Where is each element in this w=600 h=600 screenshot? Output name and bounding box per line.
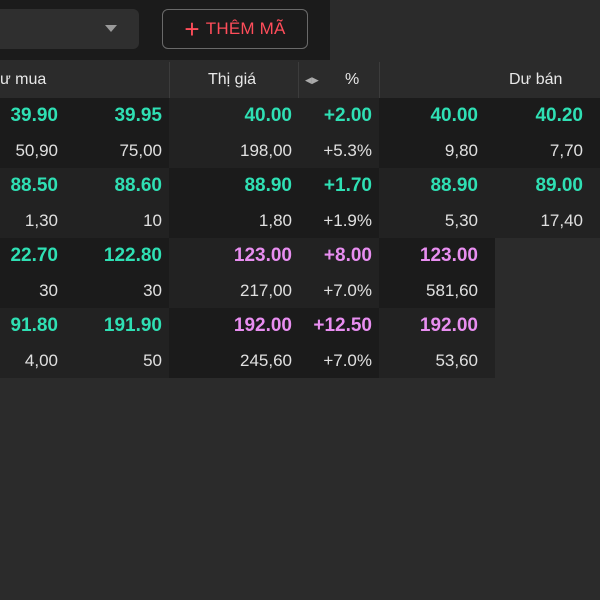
b2-price: 22.70 (10, 245, 58, 266)
s1-vol: 5,30 (444, 211, 478, 230)
s1-price: 192.00 (419, 315, 478, 336)
row-background (0, 238, 169, 308)
add-symbol-label: THÊM MÃ (205, 19, 286, 38)
match-price: 123.00 (233, 245, 292, 266)
s1-price: 40.00 (430, 105, 478, 126)
table-row[interactable]: 39.90 50,90 39.95 75,00 40.00 198,00 +2.00 +5.3… (0, 98, 600, 168)
s1-vol: 53,60 (435, 351, 478, 370)
b1-vol: 30 (143, 281, 162, 300)
s2-vol: 17,40 (540, 211, 583, 230)
match-vol: 198,00 (240, 141, 292, 160)
change-pct: +7.0% (323, 281, 372, 300)
table-row[interactable]: 88.50 1,30 88.60 10 88.90 1,80 +1.70 +1.9% 88.90… (0, 168, 600, 238)
row-background (379, 238, 495, 308)
b2-vol: 4,00 (24, 351, 58, 370)
row-background (169, 98, 379, 168)
change-pct: +7.0% (323, 351, 372, 370)
match-vol: 245,60 (240, 351, 292, 370)
row-background (169, 238, 379, 308)
b1-price: 191.90 (103, 315, 162, 336)
header-price: Thị giá (208, 71, 257, 88)
row-background (169, 168, 379, 238)
match-vol: 1,80 (258, 211, 292, 230)
plus-icon: + (184, 14, 200, 44)
row-background (379, 168, 600, 238)
change-value: +2.00 (323, 105, 372, 126)
row-background (0, 168, 169, 238)
row-background (0, 98, 169, 168)
row-background (379, 308, 495, 378)
b1-price: 39.95 (114, 105, 162, 126)
top-toolbar: + THÊM MÃ (0, 0, 330, 60)
row-background (379, 98, 600, 168)
s1-vol: 9,80 (444, 141, 478, 160)
add-symbol-button[interactable]: + THÊM MÃ (162, 9, 308, 49)
b2-price: 39.90 (10, 105, 58, 126)
column-divider (169, 62, 170, 98)
change-value: +12.50 (313, 315, 372, 336)
row-background (169, 308, 379, 378)
table-header: ư mua Thị giá % Dư bán (0, 62, 600, 98)
b2-price: 91.80 (10, 315, 58, 336)
s2-price: 40.20 (535, 105, 583, 126)
match-vol: 217,00 (240, 281, 292, 300)
b1-vol: 50 (143, 351, 162, 370)
s1-price: 123.00 (419, 245, 478, 266)
b2-price: 88.50 (10, 175, 58, 196)
b1-vol: 10 (143, 211, 162, 230)
change-value: +1.70 (323, 175, 372, 196)
match-price: 192.00 (233, 315, 292, 336)
b1-price: 122.80 (103, 245, 162, 266)
s2-price: 89.00 (535, 175, 583, 196)
header-sell: Dư bán (509, 71, 563, 88)
b2-vol: 50,90 (15, 141, 58, 160)
table-row[interactable]: 22.70 30 122.80 30 123.00 217,00 +8.00 +7.0% 123… (0, 238, 600, 308)
change-value: +8.00 (323, 245, 372, 266)
row-background (0, 308, 169, 378)
match-price: 40.00 (244, 105, 292, 126)
table-row[interactable]: 91.80 4,00 191.90 50 192.00 245,60 +12.50 +7.0%… (0, 308, 600, 378)
b1-vol: 75,00 (119, 141, 162, 160)
b2-vol: 1,30 (24, 211, 58, 230)
s1-price: 88.90 (430, 175, 478, 196)
watchlist-select[interactable] (0, 9, 139, 49)
header-buy: ư mua (0, 71, 47, 88)
s1-vol: 581,60 (426, 281, 478, 300)
caret-down-icon (105, 25, 117, 32)
header-pct[interactable]: % (345, 71, 360, 88)
change-pct: +1.9% (323, 211, 372, 230)
s2-vol: 7,70 (549, 141, 583, 160)
toggle-arrows-icon[interactable]: ◀▶ (305, 75, 319, 85)
column-divider (298, 62, 299, 98)
b2-vol: 30 (39, 281, 58, 300)
match-price: 88.90 (244, 175, 292, 196)
column-divider (379, 62, 380, 98)
b1-price: 88.60 (114, 175, 162, 196)
change-pct: +5.3% (323, 141, 372, 160)
